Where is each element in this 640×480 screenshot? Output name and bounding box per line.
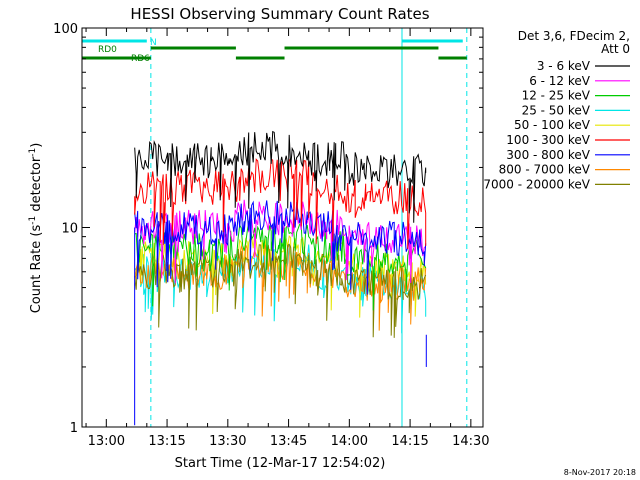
legend-entry-label: 300 - 800 keV (506, 148, 590, 162)
x-axis: 13:00 13:15 13:30 13:45 14:00 14:15 14:30 (85, 28, 490, 449)
footer-date: 8-Nov-2017 20:18 (564, 468, 636, 477)
legend-entry-label: 3 - 6 keV (537, 59, 591, 73)
legend-entry-label: 25 - 50 keV (522, 103, 591, 117)
y-axis-label-close: ) (29, 143, 44, 148)
series-line (134, 243, 427, 338)
x-tick-label: 14:00 (331, 434, 368, 449)
legend-entry-label: 7000 - 20000 keV (483, 177, 590, 191)
y-tick-label: 100 (53, 22, 78, 37)
y-axis-label-sup2: -1 (28, 148, 38, 157)
y-axis-label: Count Rate (s-1 detector-1) (28, 143, 44, 314)
rd0-label: RD0 (98, 45, 117, 55)
series-line (134, 199, 427, 284)
series-line (134, 158, 427, 250)
legend-entry-label: 12 - 25 keV (522, 89, 591, 103)
legend-entry-label: 50 - 100 keV (514, 118, 591, 132)
legend-entry-label: 6 - 12 keV (529, 74, 591, 88)
x-axis-label: Start Time (12-Mar-17 12:54:02) (175, 456, 386, 471)
y-tick-label: 1 (70, 421, 78, 436)
y-tick-label: 10 (61, 222, 78, 237)
n-label: N (150, 38, 157, 48)
x-tick-label: 14:30 (452, 434, 489, 449)
y-axis-label-main: Count Rate (s (29, 225, 44, 314)
rd6-label: RD6 (131, 54, 150, 64)
legend-entry-label: 100 - 300 keV (506, 133, 590, 147)
legend-entry-label: 800 - 7000 keV (499, 163, 591, 177)
x-tick-label: 13:00 (88, 434, 125, 449)
series-line (134, 130, 427, 223)
y-axis: 100 10 1 (53, 22, 483, 436)
x-tick-label: 13:45 (270, 434, 307, 449)
x-tick-label: 13:15 (148, 434, 185, 449)
x-tick-label: 14:15 (391, 434, 428, 449)
y-axis-label-tail: detector (29, 156, 44, 216)
x-tick-label: 13:30 (209, 434, 246, 449)
series-line (134, 200, 427, 295)
legend-title-2: Att 0 (601, 42, 630, 56)
series-line (134, 219, 427, 311)
chart-title: HESSI Observing Summary Count Rates (130, 5, 429, 23)
legend-title-1: Det 3,6, FDecim 2, (518, 29, 630, 43)
y-axis-label-sup: -1 (28, 216, 38, 225)
